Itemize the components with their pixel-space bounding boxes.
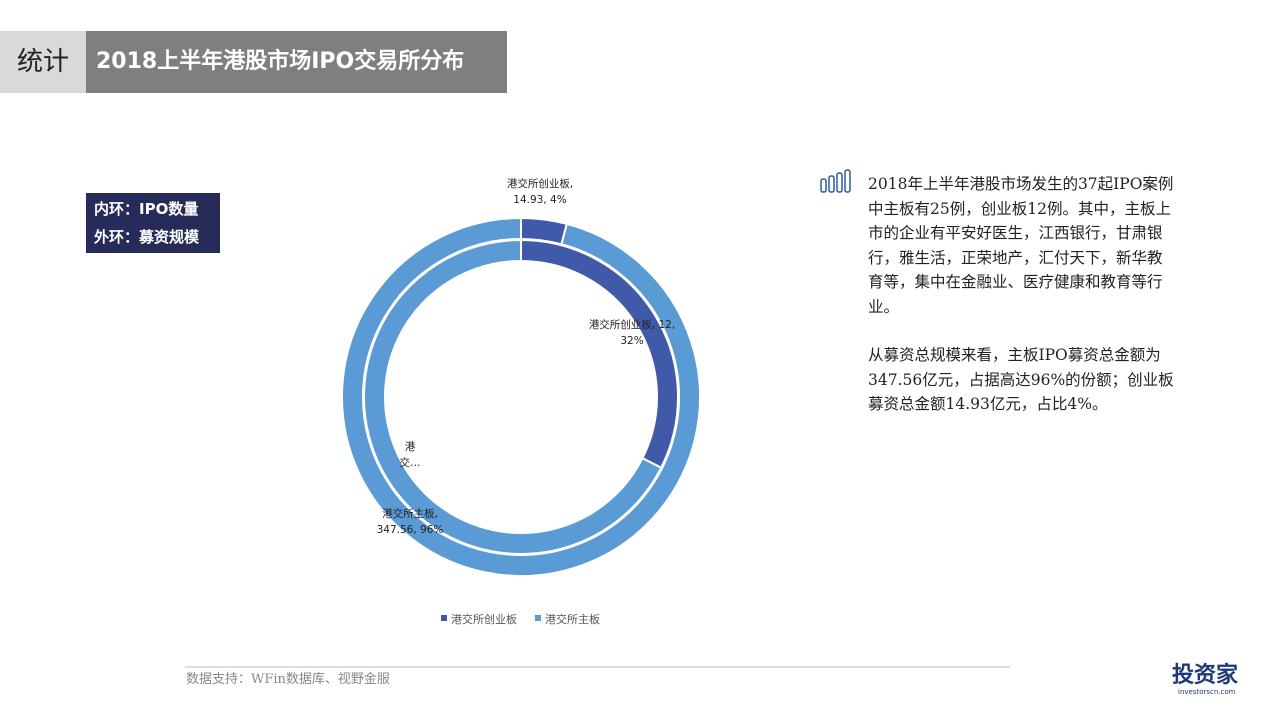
logo: 投资家 xyxy=(1172,663,1239,688)
ring-label: 外环：募资规模 xyxy=(94,228,200,246)
ring-legend-box: 内环：IPO数量 外环：募资规模 xyxy=(86,193,220,253)
data-label: 港交所主板, 347.56, 96% xyxy=(376,508,444,536)
data-label: 港交所创业板, 12, 32% xyxy=(588,319,676,347)
paragraph: 从募资总规模来看，主板IPO募资总金额为347.56亿元，占据高达96%的份额；… xyxy=(868,346,1174,413)
legend-swatch xyxy=(535,615,541,621)
data-label: 港交所创业板, 14.93, 4% xyxy=(506,178,574,206)
legend-swatch xyxy=(441,615,447,621)
data-label: 港 交… xyxy=(399,441,421,469)
header-tag: 统计 xyxy=(0,31,86,93)
body-text: 2018年上半年港股市场发生的37起IPO案例中主板有25例，创业板12例。其中… xyxy=(868,172,1176,441)
source-note: 数据支持：WFin数据库、视野金服 xyxy=(186,672,390,687)
legend-label: 港交所创业板 xyxy=(451,612,517,626)
donut-segment xyxy=(363,238,663,555)
logo-url: investorscn.com xyxy=(1178,688,1236,696)
legend-label: 港交所主板 xyxy=(545,612,600,626)
paragraph: 2018年上半年港股市场发生的37起IPO案例中主板有25例，创业板12例。其中… xyxy=(868,175,1174,316)
header-title: 2018上半年港股市场IPO交易所分布 xyxy=(86,31,507,93)
ring-label: 内环：IPO数量 xyxy=(94,200,199,218)
donut-segment xyxy=(520,238,679,470)
text-icon xyxy=(820,169,851,193)
donut-segment xyxy=(341,216,701,577)
